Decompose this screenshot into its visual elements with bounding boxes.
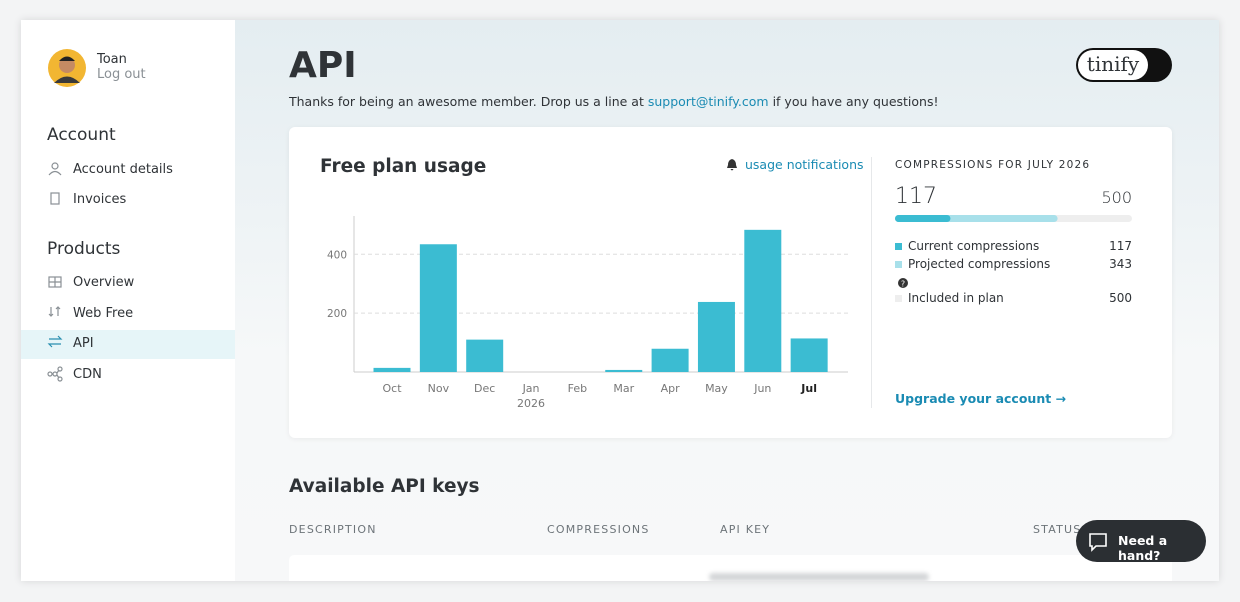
x-tick-label: Apr [661, 382, 681, 395]
upgrade-link[interactable]: Upgrade your account → [895, 391, 1067, 406]
help-icon[interactable]: ? [898, 278, 908, 288]
intro-text: if you have any questions! [772, 94, 939, 109]
svg-text:?: ? [901, 280, 905, 289]
legend-swatch [895, 295, 902, 302]
user-name: Toan [97, 52, 127, 67]
notifications-link[interactable]: usage notifications [745, 157, 864, 172]
upgrade-text: Upgrade your account [895, 391, 1052, 406]
app-window: Toan Log out Account Account details Inv… [21, 20, 1219, 581]
bar [605, 369, 643, 372]
intro-text: Thanks for being an awesome member. Drop… [289, 94, 644, 109]
legend-label: Current compressions [908, 239, 1040, 253]
sidebar: Toan Log out Account Account details Inv… [21, 20, 235, 581]
logo[interactable]: tinify [1076, 48, 1172, 82]
intro: Thanks for being an awesome member. Drop… [289, 94, 939, 109]
blurred-key [709, 573, 929, 581]
x-tick-label: Nov [428, 382, 450, 395]
x-tick-label: Jun [753, 382, 771, 395]
help-text: Need a hand? [1118, 533, 1168, 563]
x-tick-label: Dec [474, 382, 495, 395]
legend-value: 343 [1109, 257, 1132, 271]
column-header: STATUS [1033, 523, 1082, 536]
legend-value: 117 [1109, 239, 1132, 253]
bar [744, 229, 782, 372]
x-tick-label: Oct [382, 382, 402, 395]
x-tick-label: Feb [568, 382, 587, 395]
nav-item[interactable]: API [73, 336, 94, 351]
divider [871, 157, 872, 408]
x-tick-label: May [705, 382, 728, 395]
page-title: API [289, 45, 357, 86]
panel-title: COMPRESSIONS FOR JULY 2026 [895, 159, 1091, 171]
current-count: 117 [895, 184, 937, 209]
nav-item[interactable]: Web Free [73, 306, 134, 321]
card-title: Free plan usage [320, 156, 487, 177]
column-header: DESCRIPTION [289, 523, 377, 536]
legend-value: 500 [1109, 291, 1132, 305]
legend-swatch [895, 243, 902, 250]
email-link[interactable]: support@tinify.com [647, 94, 769, 109]
avatar[interactable] [47, 48, 87, 88]
logout-link[interactable]: Log out [97, 67, 146, 82]
progress-current [895, 215, 951, 222]
usage-card: 200 400 Oct Nov Dec Jan Feb Mar Apr May Jun Jul 2026… [289, 127, 1172, 438]
help-button[interactable]: Need a hand? [1076, 520, 1206, 563]
bar [790, 338, 828, 372]
column-header: API KEY [720, 523, 771, 536]
nav-item[interactable]: Account details [73, 162, 173, 177]
x-tick-label: Jul [800, 382, 817, 395]
logo-text: tinify [1078, 50, 1148, 80]
chat-icon [1089, 533, 1107, 552]
usage-chart: 200 400 Oct Nov Dec Jan Feb Mar Apr May Jun Jul 2026 [327, 215, 1132, 410]
x-tick-label: Jan [522, 382, 540, 395]
section-heading: Account [47, 125, 116, 145]
nav-item[interactable]: Overview [73, 275, 135, 290]
x-tick-label: Mar [613, 382, 634, 395]
y-tick-label: 400 [327, 249, 347, 261]
bar [697, 301, 735, 372]
x-year-label: 2026 [517, 397, 545, 410]
legend-label: Projected compressions [908, 257, 1051, 271]
bar [373, 367, 411, 372]
section-title: Available API keys [289, 476, 480, 497]
nav-icons [47, 162, 63, 382]
nav-item[interactable]: CDN [73, 367, 102, 382]
bar [466, 339, 504, 372]
bar [651, 348, 689, 372]
legend-swatch [895, 261, 902, 268]
key-row [289, 555, 1172, 581]
bell-icon [727, 159, 737, 171]
limit-count: 500 [1101, 188, 1132, 207]
bar [419, 244, 457, 372]
nav-item[interactable]: Invoices [73, 192, 127, 207]
legend-label: Included in plan [908, 291, 1004, 305]
legend-swatches [895, 243, 902, 302]
y-tick-label: 200 [327, 308, 347, 320]
section-heading: Products [47, 239, 121, 259]
column-header: COMPRESSIONS [547, 523, 650, 536]
